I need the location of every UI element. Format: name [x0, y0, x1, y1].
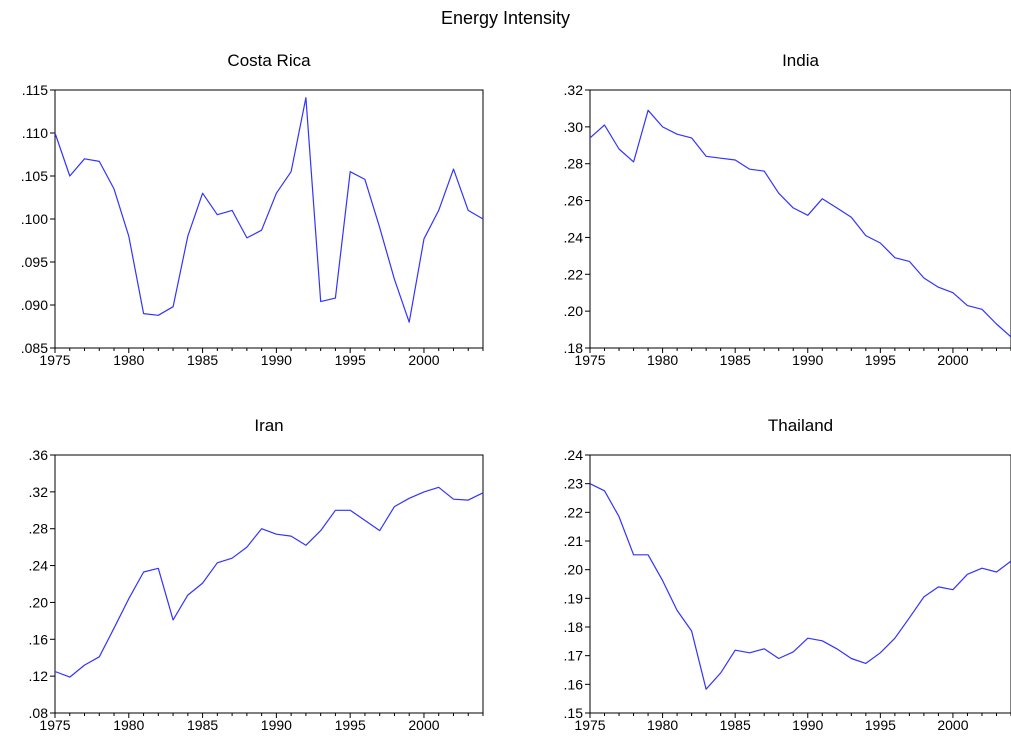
panel-4-xtick-label: 1985 — [720, 717, 751, 733]
panel-3-xtick-label: 1985 — [187, 717, 218, 733]
panel-3-xtick-label: 1980 — [113, 717, 144, 733]
panel-1-xtick-label: 1990 — [261, 352, 292, 368]
panel-2-xtick-label: 2000 — [937, 352, 968, 368]
panel-4-ytick-label: .18 — [564, 619, 584, 635]
panel-1-ytick-label: .100 — [21, 211, 48, 227]
panel-1-frame — [54, 89, 484, 349]
panel-1-ytick-label: .095 — [21, 254, 48, 270]
panel-4-ytick-label: .15 — [564, 705, 584, 721]
panel-4-frame — [589, 454, 1011, 714]
panel-4-ytick-label: .22 — [564, 504, 584, 520]
panel-2-ytick-label: .32 — [564, 82, 584, 98]
panel-3-xtick-label: 2000 — [408, 717, 439, 733]
panel-1-title: Costa Rica — [227, 51, 311, 70]
panel-2-xtick-label: 1980 — [647, 352, 678, 368]
panel-4-ytick-label: .16 — [564, 676, 584, 692]
panel-1-xtick-label: 1985 — [187, 352, 218, 368]
panel-2-ytick-label: .28 — [564, 156, 584, 172]
panel-3-ytick-label: .08 — [29, 705, 49, 721]
panel-1-ytick-label: .085 — [21, 340, 48, 356]
panel-3-ytick-label: .24 — [29, 558, 49, 574]
panel-4-xtick-label: 1995 — [865, 717, 896, 733]
panel-1-ytick-label: .105 — [21, 168, 48, 184]
panel-3-ytick-label: .36 — [29, 447, 49, 463]
panel-4-xtick-label: 1975 — [574, 717, 605, 733]
panel-4-ytick-label: .21 — [564, 533, 584, 549]
panel-4-xtick-label: 1980 — [647, 717, 678, 733]
panel-2-ytick-label: .26 — [564, 193, 584, 209]
panel-1-xtick-label: 1980 — [113, 352, 144, 368]
panel-2-ytick-label: .30 — [564, 119, 584, 135]
panel-3-title: Iran — [254, 416, 283, 435]
panel-3-ytick-label: .28 — [29, 521, 49, 537]
panel-1-ytick-label: .115 — [22, 82, 48, 98]
panel-4-ytick-label: .23 — [564, 476, 584, 492]
panel-3-ytick-label: .12 — [29, 668, 49, 684]
panel-2-ytick-label: .22 — [564, 266, 584, 282]
figure-title: Energy Intensity — [440, 8, 571, 28]
panel-4-xtick-label: 1990 — [792, 717, 823, 733]
panel-2-ytick-label: .20 — [564, 303, 584, 319]
panel-1-xtick-label: 1995 — [335, 352, 366, 368]
panel-1-ytick-label: .090 — [21, 297, 48, 313]
panel-2-xtick-label: 1975 — [574, 352, 605, 368]
panel-1-ytick-label: .110 — [22, 125, 48, 141]
panel-3-xtick-label: 1975 — [39, 717, 70, 733]
panel-1-xtick-label: 1975 — [39, 352, 70, 368]
panel-2-xtick-label: 1995 — [865, 352, 896, 368]
panel-4-ytick-label: .17 — [564, 648, 584, 664]
panel-1-series-line — [54, 97, 484, 323]
panel-3-series-line — [54, 486, 484, 678]
panel-4-ytick-label: .24 — [564, 447, 584, 463]
panel-2-xtick-label: 1985 — [720, 352, 751, 368]
panel-2-ytick-label: .24 — [564, 229, 584, 245]
panel-1-xtick-label: 2000 — [408, 352, 439, 368]
panel-3-frame — [54, 454, 484, 714]
panel-3-ytick-label: .16 — [29, 631, 49, 647]
panel-4-title: Thailand — [768, 416, 833, 435]
panel-2-title: India — [782, 51, 819, 70]
panel-2-xtick-label: 1990 — [792, 352, 823, 368]
panel-4-ytick-label: .19 — [564, 590, 584, 606]
panel-2-series-line — [589, 109, 1011, 338]
panel-2-frame — [589, 89, 1011, 349]
panel-4-series-line — [589, 483, 1011, 690]
panel-3-ytick-label: .20 — [29, 594, 49, 610]
panel-3-ytick-label: .32 — [29, 484, 49, 500]
panel-4-ytick-label: .20 — [564, 562, 584, 578]
panel-4-xtick-label: 2000 — [937, 717, 968, 733]
panel-3-xtick-label: 1990 — [261, 717, 292, 733]
panel-2-ytick-label: .18 — [564, 340, 584, 356]
panel-3-xtick-label: 1995 — [335, 717, 366, 733]
